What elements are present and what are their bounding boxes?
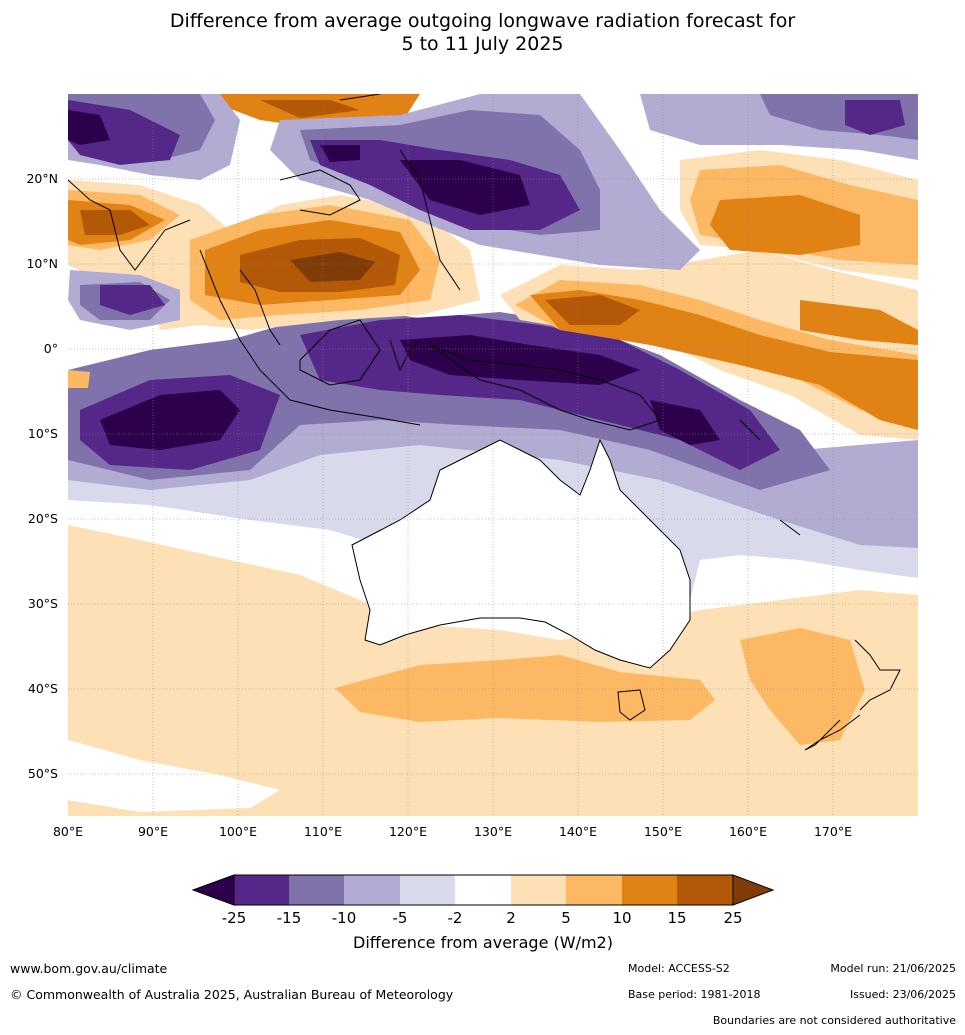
anomaly-region-white-south <box>68 740 280 812</box>
lat-label-20s: 20°S <box>28 511 58 526</box>
colorbar-bin-2 <box>289 875 344 905</box>
colorbar-bin-7 <box>566 875 622 905</box>
anomaly-region-orange-nz <box>740 628 865 745</box>
lat-label-50s: 50°S <box>28 766 58 781</box>
colorbar-bin-8 <box>622 875 677 905</box>
model-run-date: Model run: 21/06/2025 <box>830 962 956 975</box>
new-zealand-coast <box>804 639 901 751</box>
colorbar-extend-high <box>732 874 775 906</box>
colorbar: -25 -15 -10 -5 -2 2 5 10 15 25 Differenc… <box>191 874 775 952</box>
colorbar-bin-5 <box>455 875 511 905</box>
map-panel <box>68 94 918 816</box>
colorbar-bin-3 <box>344 875 400 905</box>
lon-label-120e: 120°E <box>389 824 427 839</box>
copyright-notice: © Commonwealth of Australia 2025, Austra… <box>10 987 454 1002</box>
base-period: Base period: 1981-2018 <box>628 988 761 1001</box>
colorbar-bin-1 <box>234 875 289 905</box>
colorbar-tick-6: 2 <box>506 909 516 927</box>
anomaly-region-darkest-brown-north <box>290 252 375 282</box>
colorbar-tick-10: 25 <box>723 909 742 927</box>
lon-label-140e: 140°E <box>559 824 597 839</box>
anomaly-region-dark-orange-north <box>68 94 918 430</box>
tasmania-island <box>617 689 646 721</box>
model-name: Model: ACCESS-S2 <box>628 962 730 975</box>
boundaries-disclaimer: Boundaries are not considered authoritat… <box>712 1014 956 1027</box>
colorbar-extend-low <box>191 874 235 906</box>
lat-label-40s: 40°S <box>28 681 58 696</box>
lon-label-170e: 170°E <box>814 824 852 839</box>
lon-label-110e: 110°E <box>304 824 342 839</box>
australia-landmass <box>351 438 691 669</box>
anomaly-region-darkest-purple-equator <box>100 335 720 450</box>
anomaly-region-darkest-purple-north <box>68 110 530 215</box>
colorbar-outline <box>233 874 734 906</box>
lat-label-10n: 10°N <box>26 256 58 271</box>
website-link[interactable]: www.bom.gov.au/climate <box>10 961 168 976</box>
title-line-1: Difference from average outgoing longwav… <box>169 10 796 32</box>
lon-label-150e: 150°E <box>644 824 682 839</box>
coastlines <box>68 94 801 536</box>
lon-label-80e: 80°E <box>53 824 83 839</box>
lat-label-30s: 30°S <box>28 596 58 611</box>
colorbar-title: Difference from average (W/m2) <box>353 933 613 952</box>
map-title: Difference from average outgoing longwav… <box>0 10 965 56</box>
colorbar-bin-4 <box>400 875 455 905</box>
latitude-labels: 20°N 10°N 0° 10°S 20°S 30°S 40°S 50°S <box>26 171 58 781</box>
lon-label-130e: 130°E <box>474 824 512 839</box>
colorbar-bin-6 <box>511 875 566 905</box>
colorbar-tick-5: -2 <box>448 909 463 927</box>
colorbar-tick-8: 10 <box>612 909 631 927</box>
lat-label-0: 0° <box>44 341 58 356</box>
longitude-labels: 80°E 90°E 100°E 110°E 120°E 130°E 140°E … <box>53 824 852 839</box>
lon-label-160e: 160°E <box>729 824 767 839</box>
title-line-2: 5 to 11 July 2025 <box>401 33 564 55</box>
colorbar-tick-3: -10 <box>332 909 357 927</box>
anomaly-region-deep-purple-equator <box>80 315 780 470</box>
lat-label-20n: 20°N <box>26 171 58 186</box>
issued-date: Issued: 23/06/2025 <box>849 988 956 1001</box>
lat-label-10s: 10°S <box>28 426 58 441</box>
colorbar-bin-9 <box>677 875 733 905</box>
lon-label-90e: 90°E <box>138 824 168 839</box>
colorbar-tick-2: -15 <box>277 909 302 927</box>
graticule <box>68 94 918 816</box>
colorbar-tick-1: -25 <box>222 909 247 927</box>
colorbar-tick-7: 5 <box>561 909 571 927</box>
colorbar-tick-9: 15 <box>667 909 686 927</box>
colorbar-tick-4: -5 <box>393 909 408 927</box>
lon-label-100e: 100°E <box>219 824 257 839</box>
